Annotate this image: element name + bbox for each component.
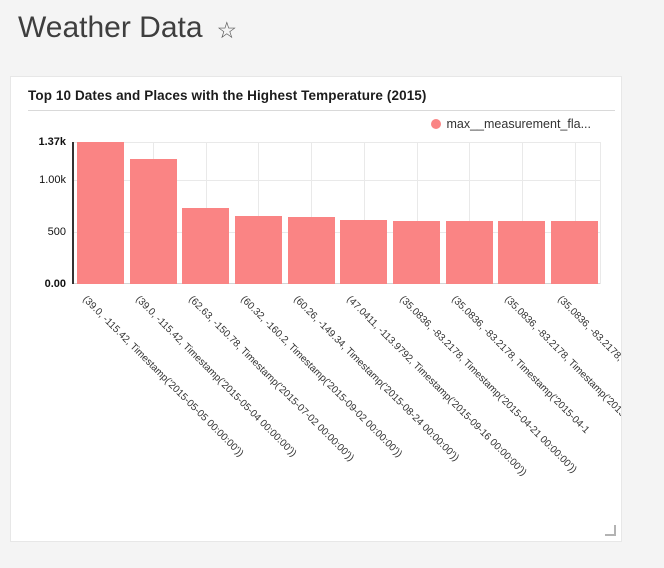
legend-series-dot-icon (431, 119, 442, 129)
bar[interactable] (129, 158, 177, 284)
resize-handle-icon[interactable] (605, 525, 616, 536)
y-axis-tick-label: 500 (47, 226, 66, 239)
page-header: Weather Data ☆ (18, 8, 237, 48)
page-title: Weather Data (18, 11, 203, 44)
title-divider (28, 110, 615, 111)
chart-card: Top 10 Dates and Places with the Highest… (10, 76, 622, 542)
bar[interactable] (498, 220, 546, 284)
bar[interactable] (445, 220, 493, 284)
plot-right-border (600, 142, 601, 284)
x-gridline (521, 142, 523, 284)
x-gridline (574, 142, 576, 284)
chart-title: Top 10 Dates and Places with the Highest… (28, 88, 427, 103)
y-gridline (74, 179, 601, 181)
y-axis-line (72, 142, 74, 284)
bar[interactable] (393, 220, 441, 284)
x-axis-label: (35.0836, -83.2178, Timestamp('2015-04-2… (396, 294, 579, 476)
x-gridline (363, 142, 365, 284)
y-axis-tick-label: 1.00k (39, 174, 66, 187)
bar[interactable] (234, 216, 282, 284)
plot-area (72, 141, 601, 284)
y-gridline (74, 141, 601, 143)
x-axis-line (74, 283, 601, 284)
favorite-star-icon[interactable]: ☆ (216, 17, 238, 43)
y-axis-tick-label: 0.00 (44, 278, 66, 290)
y-axis-tick-label: 1.37k (38, 136, 66, 148)
legend-item[interactable]: max__measurement_fla... (431, 117, 591, 131)
bar[interactable] (551, 221, 599, 284)
x-gridline (311, 142, 313, 284)
legend-series-label: max__measurement_fla... (446, 117, 591, 131)
bar[interactable] (182, 208, 230, 284)
x-gridline (258, 142, 260, 284)
x-axis-label: (47.0411, -113.9792, Timestamp('2015-09-… (344, 294, 529, 479)
y-gridline (74, 231, 601, 233)
x-gridline (416, 142, 418, 284)
bar[interactable] (340, 220, 388, 284)
bar[interactable] (76, 142, 124, 284)
x-gridline (469, 142, 471, 284)
bar[interactable] (287, 217, 335, 284)
